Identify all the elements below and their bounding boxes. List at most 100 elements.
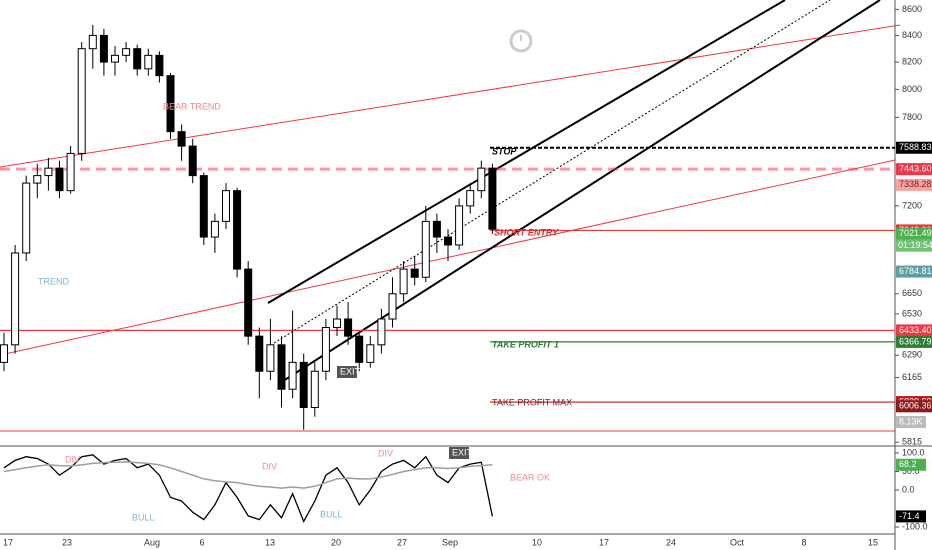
x-tick-label: 15 <box>868 537 878 547</box>
price-label-bg <box>896 227 932 240</box>
x-tick-label: Sep <box>442 537 458 547</box>
annotation: STOP <box>492 146 517 156</box>
price-label: 7338.28 <box>899 179 932 189</box>
candle-body <box>388 293 397 320</box>
x-tick-label: 17 <box>599 537 609 547</box>
osc-tick-label: 50.0 <box>902 466 920 476</box>
osc-annotation: BEAR OK <box>510 472 550 482</box>
osc-tick-label: -100.0 <box>902 521 928 531</box>
candle-body <box>77 48 86 154</box>
candle-body <box>455 205 464 246</box>
annotation: TAKE PROFIT 1 <box>492 339 559 349</box>
candle-body <box>310 370 319 409</box>
y-tick-label: 6650 <box>902 288 922 298</box>
osc-line <box>3 454 494 523</box>
annotation: TAKE PROFIT MAX <box>492 397 572 407</box>
candle-body <box>33 175 42 184</box>
x-tick-label: 8 <box>801 537 806 547</box>
price-label-bg <box>896 335 932 348</box>
candle-body <box>288 361 297 390</box>
candle-body <box>488 167 497 230</box>
y-tick-label: 6530 <box>902 308 922 318</box>
candle-body <box>66 152 75 192</box>
annotation: SHORT ENTRY <box>494 227 559 237</box>
x-tick-label: 13 <box>265 537 275 547</box>
x-tick-label: 20 <box>331 537 341 547</box>
price-label-bg <box>896 178 932 191</box>
candle-body <box>277 344 286 390</box>
price-label: 7588.83 <box>899 142 932 152</box>
y-tick-label: 7800 <box>902 112 922 122</box>
candle-body <box>444 236 452 246</box>
osc-line <box>3 461 493 489</box>
y-tick-label: 8400 <box>902 30 922 40</box>
candle-body <box>188 145 197 177</box>
candle-body <box>44 167 53 177</box>
volume-label-bg <box>896 416 926 428</box>
candle-body <box>210 220 219 238</box>
candle-body <box>421 220 430 278</box>
candle-body <box>355 335 364 363</box>
osc-annotation: DIV <box>262 461 277 471</box>
osc-label: -71.4 <box>899 511 920 521</box>
channel-mid <box>273 0 831 344</box>
candle-body <box>333 318 341 329</box>
osc-annotation: EXIT <box>452 447 473 457</box>
price-label: 6006.36 <box>899 401 932 411</box>
osc-annotation: DIV <box>65 454 80 464</box>
price-label-bg <box>896 324 932 337</box>
marks: 8600 8400 8200 8000 7800 7200 6650 6530 6290 6165… <box>0 4 932 547</box>
x-tick-label: 10 <box>532 537 542 547</box>
candle-body <box>11 252 20 346</box>
y-tick-label: 6165 <box>902 372 922 382</box>
candle-body <box>477 167 486 192</box>
candle-body <box>466 190 475 207</box>
x-tick-label: Aug <box>144 537 160 547</box>
x-tick-label: 23 <box>62 537 72 547</box>
candle-body <box>432 220 441 238</box>
volume-label: 8.13K <box>899 416 923 426</box>
x-tick-label: 6 <box>199 537 204 547</box>
candle-body <box>266 344 275 372</box>
x-tick-label: 24 <box>666 537 676 547</box>
candle-body <box>166 75 175 133</box>
price-label: 7443.60 <box>899 163 932 173</box>
osc-tick-label: 100.0 <box>902 447 925 457</box>
candle-body <box>377 318 386 346</box>
osc-label-bg <box>896 510 926 523</box>
osc-annotation: BULL <box>320 509 343 519</box>
candle-body <box>255 335 264 372</box>
price-label-bg <box>896 265 932 278</box>
y-tick-label: 5815 <box>902 437 922 447</box>
candle-body <box>299 361 308 409</box>
osc-tick-label: 0.0 <box>902 484 915 494</box>
annotation: TREND <box>38 276 69 286</box>
y-tick-label: 6290 <box>902 350 922 360</box>
x-tick-label: 17 <box>3 537 13 547</box>
price-label: 6366.79 <box>899 336 932 346</box>
candle-body <box>244 268 253 337</box>
candle-body <box>410 268 419 278</box>
exit-box <box>337 366 357 378</box>
annotation: BEAR TREND <box>163 101 221 111</box>
candle-body <box>222 190 230 222</box>
clock-icon <box>509 29 533 53</box>
annotation: EXIT <box>340 366 361 376</box>
osc-annotation: BULL <box>132 512 155 522</box>
price-label: 6433.40 <box>899 325 932 335</box>
candle-body <box>199 175 208 238</box>
price-label: 6784.81 <box>899 266 932 276</box>
candle-body <box>399 268 408 295</box>
candle-body <box>366 344 375 363</box>
candle-body <box>55 167 64 192</box>
y-tick-label: 8600 <box>902 4 922 14</box>
candle-body <box>344 318 353 337</box>
y-tick-label: 8000 <box>902 84 922 94</box>
candle-body <box>88 34 97 50</box>
candle-body <box>177 131 186 147</box>
x-tick-label: 27 <box>397 537 407 547</box>
candle-body <box>233 190 242 270</box>
exit-box <box>449 447 469 459</box>
y-tick-label: 7200 <box>902 200 922 210</box>
